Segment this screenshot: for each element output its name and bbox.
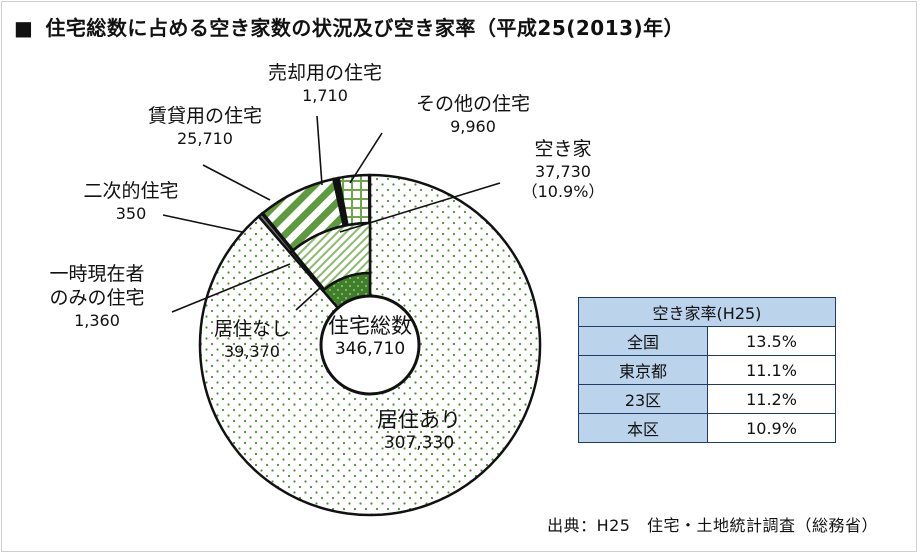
label-vacant-name: 居住なし [213,318,290,340]
label-sale-name: 売却用の住宅 [267,62,382,84]
table-row: 本区 10.9% [578,413,836,443]
source-note: 出典：H25 住宅・土地統計調査（総務省） [547,516,878,535]
rate-row-label: 東京都 [578,355,708,385]
label-seasonal-value: 1,360 [74,310,120,330]
center-hole [319,294,421,396]
label-secondary: 二次的住宅 350 [56,180,206,224]
rate-row-label: 23区 [578,384,708,414]
label-akiya-percent: （10.9%） [521,181,605,201]
label-akiya-name: 空き家 [534,138,592,160]
vacancy-rate-table: 空き家率(H25) 全国 13.5% 東京都 11.1% 23区 11.2% 本… [578,297,836,443]
leader-seasonal [171,263,291,313]
label-other: その他の住宅 9,960 [398,93,548,137]
label-other-value: 9,960 [450,116,496,136]
label-rental-value: 25,710 [177,128,233,148]
leader-other [349,132,383,184]
leader-secondary [162,214,243,233]
label-secondary-value: 350 [115,203,147,223]
label-sale-value: 1,710 [302,85,348,105]
label-occupied-value: 307,330 [383,433,455,454]
label-secondary-name: 二次的住宅 [83,180,179,202]
leader-akiya [339,182,501,233]
leader-lines [162,115,501,313]
rate-row-value: 11.2% [707,384,836,414]
leader-rental [202,164,271,201]
center-label-name: 住宅総数 [328,314,412,338]
label-vacant-value: 39,370 [224,341,280,361]
table-row: 全国 13.5% [578,326,836,356]
label-rental: 賃貸用の住宅 25,710 [120,105,290,149]
label-rental-name: 賃貸用の住宅 [147,105,262,127]
label-sale: 売却用の住宅 1,710 [250,62,400,106]
rate-row-label: 全国 [578,326,708,356]
leader-sale [316,115,323,186]
label-seasonal-name-2: のみの住宅 [49,286,145,309]
label-akiya-value: 37,730 [535,161,591,181]
table-row: 23区 11.2% [578,384,836,414]
rate-row-value: 13.5% [707,326,836,356]
title-square-icon: ■ [14,16,34,40]
rate-row-label: 本区 [578,413,708,443]
label-seasonal: 一時現在者 のみの住宅 1,360 [22,263,172,331]
center-label-value: 346,710 [334,339,406,360]
label-occupied: 居住あり 307,330 [354,407,484,455]
center-label: 住宅総数 346,710 [318,313,422,361]
rate-row-value: 10.9% [707,413,836,443]
label-other-name: その他の住宅 [415,93,530,115]
label-vacant: 居住なし 39,370 [200,318,304,362]
label-akiya: 空き家 37,730 （10.9%） [508,138,618,202]
leader-vacant [295,287,321,311]
rate-table-header: 空き家率(H25) [578,297,836,327]
title-text: 住宅総数に占める空き家数の状況及び空き家率（平成25(2013)年） [45,16,685,40]
table-row: 東京都 11.1% [578,355,836,385]
label-seasonal-name-1: 一時現在者 [49,263,145,285]
label-occupied-name: 居住あり [377,408,461,432]
rate-row-value: 11.1% [707,355,836,385]
chart-title: ■ 住宅総数に占める空き家数の状況及び空き家率（平成25(2013)年） [14,12,684,41]
